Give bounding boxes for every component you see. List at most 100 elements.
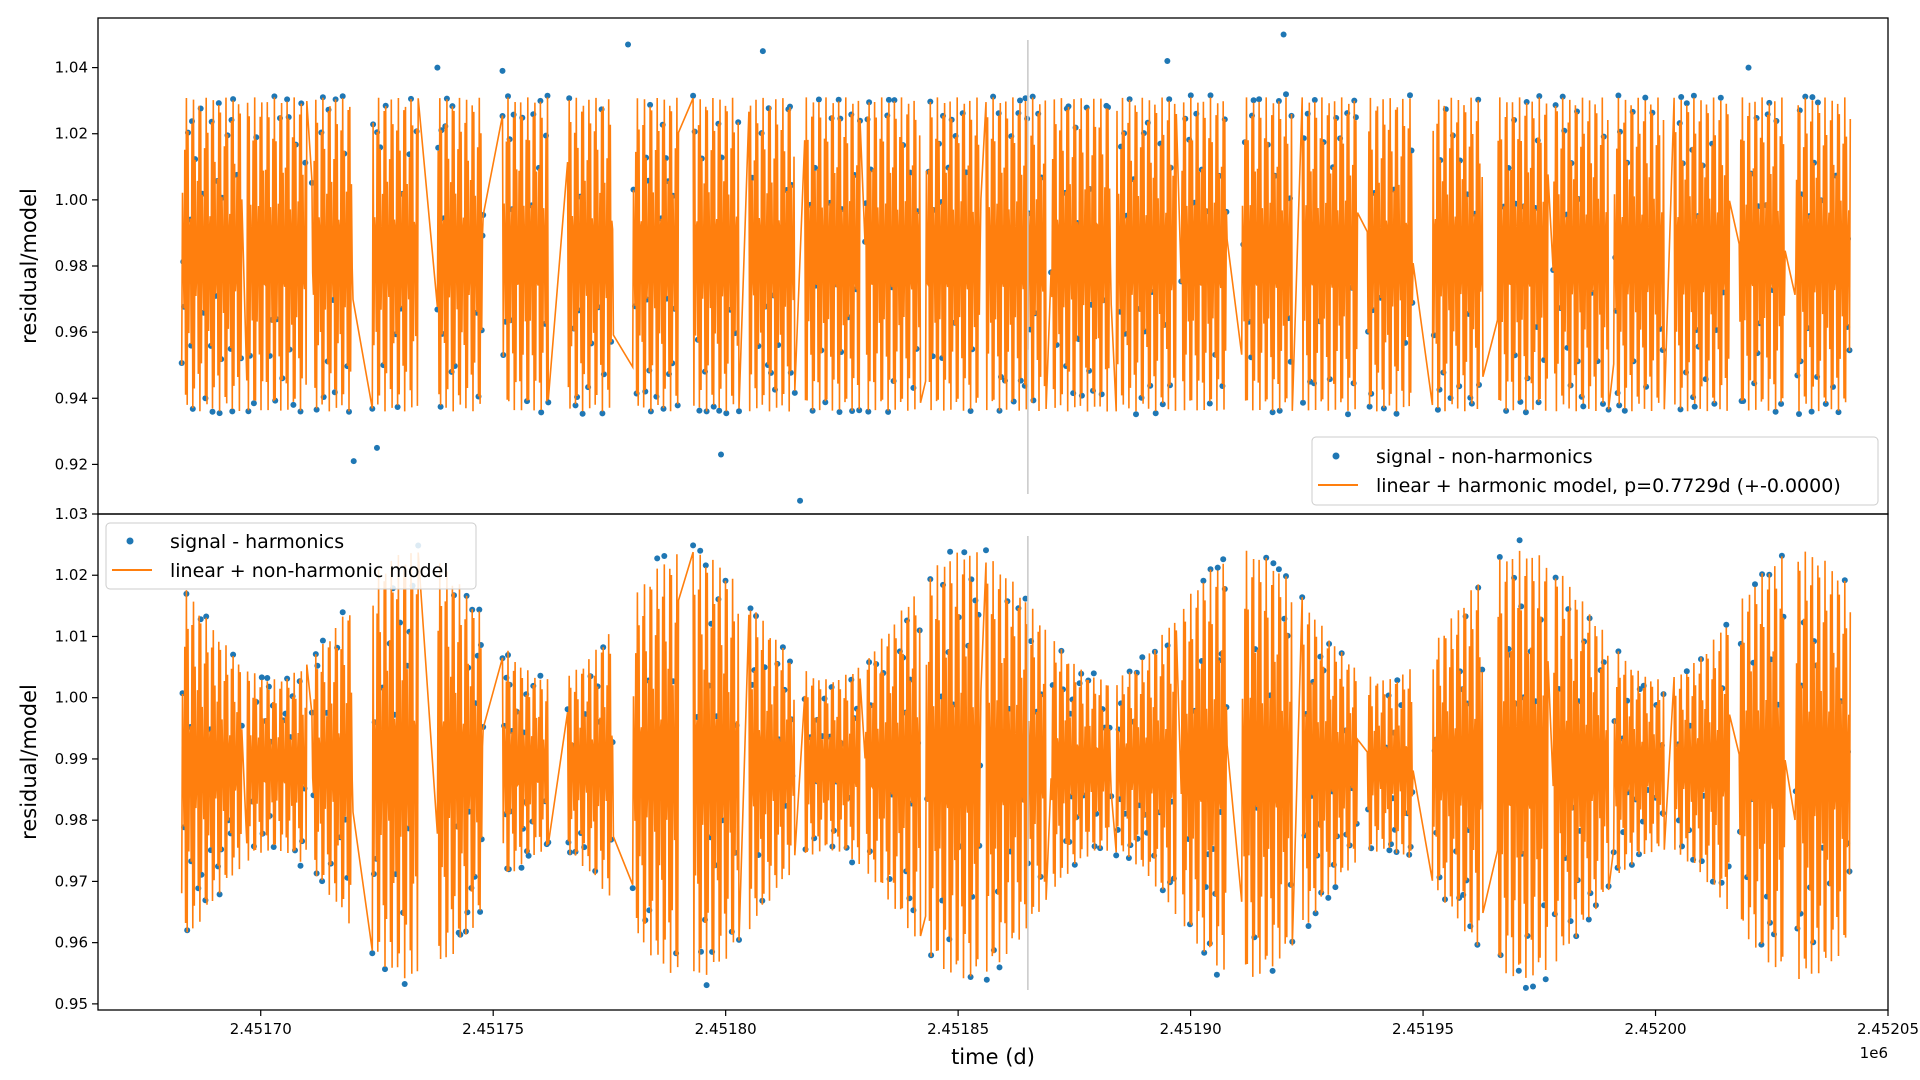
bottom-data-point <box>947 548 954 555</box>
top-y-tick-label: 1.02 <box>55 125 88 143</box>
bottom-y-axis: 0.95 0.96 0.97 0.98 0.99 1.00 1.01 1.02 1.03 <box>55 505 98 1013</box>
bottom-y-tick-label: 0.97 <box>55 872 88 890</box>
top-data-point <box>579 410 586 417</box>
top-data-point <box>1366 403 1373 410</box>
top-data-point <box>1276 407 1283 414</box>
top-data-point <box>1772 408 1779 415</box>
top-data-point <box>1503 407 1510 414</box>
top-outlier-point <box>1164 57 1171 64</box>
top-data-point <box>1250 97 1257 104</box>
bottom-data-point <box>1201 949 1208 956</box>
top-data-point <box>1523 99 1530 105</box>
top-data-point <box>1796 411 1802 417</box>
top-data-point <box>1022 95 1029 102</box>
bottom-data-point <box>1516 537 1523 544</box>
bottom-data-point <box>382 966 388 973</box>
bottom-data-point <box>697 547 704 554</box>
top-data-point <box>271 93 278 100</box>
x-axis-offset-label: 1e6 <box>1860 1044 1888 1062</box>
top-outlier-point <box>759 48 766 55</box>
top-data-point <box>1600 400 1606 407</box>
bottom-legend-box <box>105 522 477 590</box>
top-data-point <box>1029 93 1036 100</box>
bottom-data-point <box>312 651 319 658</box>
bottom-data-point <box>1090 670 1097 677</box>
top-data-point <box>927 98 934 105</box>
top-data-point <box>408 95 414 102</box>
x-axis: 2.45170 2.45175 2.45180 2.45185 2.45190 2.451… <box>230 1010 1919 1038</box>
bottom-y-tick-label: 0.96 <box>55 934 88 952</box>
bottom-y-tick-label: 1.01 <box>55 627 88 645</box>
bottom-data-point <box>1496 554 1503 560</box>
top-data-point <box>369 405 376 412</box>
bottom-data-point <box>339 609 346 616</box>
top-data-point <box>284 96 291 103</box>
top-outlier-point <box>718 451 725 458</box>
bottom-legend-scatter-marker <box>126 537 134 545</box>
top-data-point <box>313 406 320 413</box>
bottom-y-tick-label: 0.99 <box>55 750 88 768</box>
bottom-data-point <box>996 964 1003 971</box>
top-data-point <box>290 401 297 408</box>
top-data-point <box>1802 93 1809 100</box>
top-outlier-point <box>499 67 506 74</box>
top-data-point <box>1552 102 1559 109</box>
top-y-tick-label: 1.04 <box>55 59 88 77</box>
top-data-point <box>967 408 974 414</box>
bottom-y-tick-label: 0.98 <box>55 811 88 829</box>
top-data-point <box>245 408 252 415</box>
top-model-line <box>180 97 1852 412</box>
top-data-point <box>1256 96 1263 103</box>
top-y-tick-label: 0.94 <box>55 389 88 407</box>
bottom-data-point <box>1022 595 1029 602</box>
bottom-y-tick-label: 0.95 <box>55 995 88 1013</box>
bottom-data-point <box>661 553 668 559</box>
bottom-data-point <box>1071 861 1078 868</box>
top-data-point <box>885 96 892 103</box>
top-data-point <box>1717 94 1724 101</box>
top-data-point <box>885 408 892 415</box>
top-data-point <box>394 404 401 410</box>
bottom-data-point <box>1275 566 1282 573</box>
top-data-point <box>1809 94 1816 101</box>
bottom-data-point <box>722 577 729 584</box>
top-data-point <box>736 408 742 415</box>
top-data-point <box>599 410 606 417</box>
bottom-data-point <box>961 549 968 556</box>
bottom-data-point <box>690 542 697 549</box>
top-data-point <box>1351 97 1358 104</box>
top-data-point <box>849 408 856 414</box>
bottom-data-point <box>1113 852 1120 859</box>
bottom-data-point <box>477 908 484 915</box>
top-data-point <box>538 409 545 416</box>
top-outlier-point <box>797 497 804 504</box>
top-legend-scatter-marker <box>1332 452 1340 460</box>
top-data-point <box>1822 400 1829 407</box>
top-data-point <box>1152 410 1159 417</box>
top-legend: signal - non-harmonics linear + harmonic… <box>1311 436 1879 506</box>
top-data-point <box>1621 407 1628 414</box>
top-data-point <box>865 408 872 415</box>
top-data-point <box>544 92 551 99</box>
bottom-data-point <box>1207 566 1214 573</box>
top-data-point <box>1522 409 1529 416</box>
top-data-point <box>1300 399 1306 406</box>
top-data-point <box>723 410 730 417</box>
bottom-data-point <box>1752 581 1758 588</box>
top-data-point <box>690 92 697 99</box>
top-data-point <box>1380 405 1387 412</box>
top-data-point <box>660 405 667 412</box>
top-data-point <box>1535 399 1542 406</box>
bottom-data-point <box>1552 574 1559 581</box>
top-data-point <box>1778 400 1785 407</box>
top-legend-scatter-label: signal - non-harmonics <box>1376 446 1593 468</box>
bottom-y-tick-label: 1.03 <box>55 505 88 523</box>
bottom-data-point <box>1332 884 1339 891</box>
x-tick-label: 2.45170 <box>230 1020 292 1038</box>
top-data-point <box>809 407 816 414</box>
top-data-point <box>1605 406 1612 413</box>
top-data-point <box>1814 99 1821 106</box>
top-data-point <box>437 403 444 410</box>
x-tick-label: 2.45175 <box>462 1020 524 1038</box>
